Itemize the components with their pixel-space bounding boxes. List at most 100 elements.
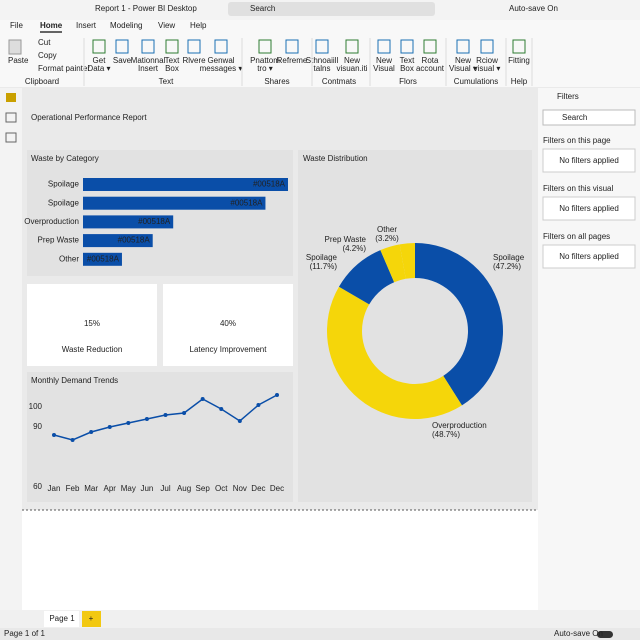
- add-page-label[interactable]: +: [89, 614, 94, 623]
- ribbon-button[interactable]: Text: [165, 56, 180, 65]
- line-point: [107, 425, 112, 429]
- ribbon-button[interactable]: Box: [165, 64, 179, 73]
- filter-search[interactable]: [542, 109, 636, 126]
- ribbon-button[interactable]: Visual: [373, 64, 395, 73]
- kpi-card[interactable]: [27, 284, 157, 366]
- ribbon-button[interactable]: visual ▾: [474, 64, 501, 73]
- bar: [83, 252, 122, 266]
- filters-title: Filters: [557, 92, 579, 101]
- line-panel[interactable]: [27, 372, 293, 502]
- donut-value-label: (4.2%): [342, 244, 366, 253]
- menu-item[interactable]: File: [10, 21, 23, 30]
- ribbon-icon: [400, 39, 414, 54]
- bar-value-label: #00518A: [138, 217, 171, 226]
- ribbon-button[interactable]: Fitting: [508, 56, 530, 65]
- menu-item[interactable]: Help: [190, 21, 207, 30]
- ribbon-group-label: Cumulations: [454, 77, 498, 86]
- ribbon-icon: [92, 39, 106, 54]
- ribbon-button[interactable]: Get: [93, 56, 107, 65]
- x-tick-label: Dec: [270, 484, 284, 493]
- ribbon-button[interactable]: Copy: [38, 51, 57, 60]
- x-tick-label: Jan: [48, 484, 61, 493]
- ribbon-group-label: Shares: [264, 77, 289, 86]
- kpi-label: Latency Improvement: [190, 345, 268, 354]
- nav-report-icon[interactable]: [6, 93, 16, 102]
- bar-category-label: Spoilage: [48, 198, 80, 207]
- ribbon-button[interactable]: New: [376, 56, 392, 65]
- ribbon-button[interactable]: visuan.iti: [336, 64, 367, 73]
- bar: [83, 178, 288, 191]
- menu-item[interactable]: Home: [40, 21, 63, 30]
- ribbon-button[interactable]: Paste: [8, 56, 29, 65]
- ribbon-button[interactable]: Format painter: [38, 64, 90, 73]
- ribbon-button[interactable]: Visual ▾: [449, 64, 477, 73]
- ribbon-button[interactable]: Data ▾: [87, 64, 110, 73]
- ribbon-button[interactable]: messages ▾: [200, 64, 243, 73]
- bar-category-label: Other: [59, 254, 79, 263]
- ribbon-icon: [165, 39, 179, 54]
- donut-value-label: (48.7%): [432, 430, 460, 439]
- ribbon-button[interactable]: account: [416, 64, 445, 73]
- tab-bar: [0, 610, 640, 628]
- page-tab[interactable]: [44, 611, 79, 627]
- line-point: [200, 397, 205, 401]
- ribbon-button[interactable]: Refreme: [277, 56, 308, 65]
- bar-panel[interactable]: [27, 150, 293, 276]
- menu-item[interactable]: Insert: [76, 21, 97, 30]
- kpi-card[interactable]: [163, 284, 293, 366]
- line-point: [182, 411, 187, 415]
- x-tick-label: Jul: [160, 484, 170, 493]
- nav-model-icon[interactable]: [5, 132, 17, 143]
- kpi-label: Waste Reduction: [62, 345, 123, 354]
- donut-slice[interactable]: [338, 250, 395, 305]
- visual-title: Waste Distribution: [303, 154, 368, 163]
- ribbon-button[interactable]: talns: [314, 64, 331, 73]
- autosave-toggle[interactable]: [597, 631, 613, 638]
- donut-slice[interactable]: [399, 243, 415, 279]
- donut-slice[interactable]: [415, 243, 503, 406]
- ribbon-group-label: Flors: [399, 77, 417, 86]
- donut-slice[interactable]: [327, 286, 462, 419]
- page-tab-label[interactable]: Page 1: [49, 614, 75, 623]
- ribbon-button[interactable]: Insert: [138, 64, 159, 73]
- ribbon-button[interactable]: Cut: [38, 38, 51, 47]
- filter-section-title: Filters on this page: [543, 136, 611, 145]
- nav-table-icon[interactable]: [5, 112, 17, 123]
- ribbon-button[interactable]: tro ▾: [257, 64, 273, 73]
- search-box[interactable]: [228, 2, 435, 16]
- ribbon: [0, 20, 640, 88]
- ribbon-icon: [187, 39, 201, 54]
- ribbon-button[interactable]: Box: [400, 64, 414, 73]
- ribbon-button[interactable]: Mationnal: [131, 56, 166, 65]
- ribbon-button[interactable]: Save: [113, 56, 132, 65]
- status-text: Auto-save On: [554, 629, 603, 638]
- ribbon-icon: [456, 39, 470, 54]
- donut-slice[interactable]: [380, 244, 406, 283]
- bar-value-label: #00518A: [118, 236, 151, 245]
- ribbon-button[interactable]: Rlvere: [182, 56, 206, 65]
- x-tick-label: Apr: [104, 484, 117, 493]
- ribbon-button[interactable]: Text: [400, 56, 415, 65]
- add-page[interactable]: [82, 611, 101, 627]
- filter-empty: No filters applied: [559, 156, 619, 165]
- line-point: [52, 433, 56, 437]
- line-point: [275, 393, 279, 397]
- menu-item[interactable]: Modeling: [110, 21, 142, 30]
- ribbon-button[interactable]: New: [455, 56, 471, 65]
- donut-label: Prep Waste: [325, 235, 367, 244]
- menu-item[interactable]: View: [158, 21, 175, 30]
- bar: [83, 215, 174, 229]
- ribbon-button[interactable]: New: [344, 56, 360, 65]
- line-point: [256, 403, 261, 407]
- y-tick-label: 60: [33, 482, 42, 491]
- paste-icon: [8, 39, 22, 55]
- donut-value-label: (11.7%): [310, 262, 338, 271]
- ribbon-button[interactable]: Pnattom: [250, 56, 280, 65]
- filter-empty: No filters applied: [559, 204, 619, 213]
- ribbon-button[interactable]: Sthnoaiill: [306, 56, 339, 65]
- ribbon-button[interactable]: Rota: [422, 56, 439, 65]
- ribbon-group-label: Contmats: [322, 77, 356, 86]
- ribbon-button[interactable]: Rciow: [476, 56, 498, 65]
- ribbon-icon: [214, 39, 228, 54]
- ribbon-button[interactable]: Genwal: [207, 56, 234, 65]
